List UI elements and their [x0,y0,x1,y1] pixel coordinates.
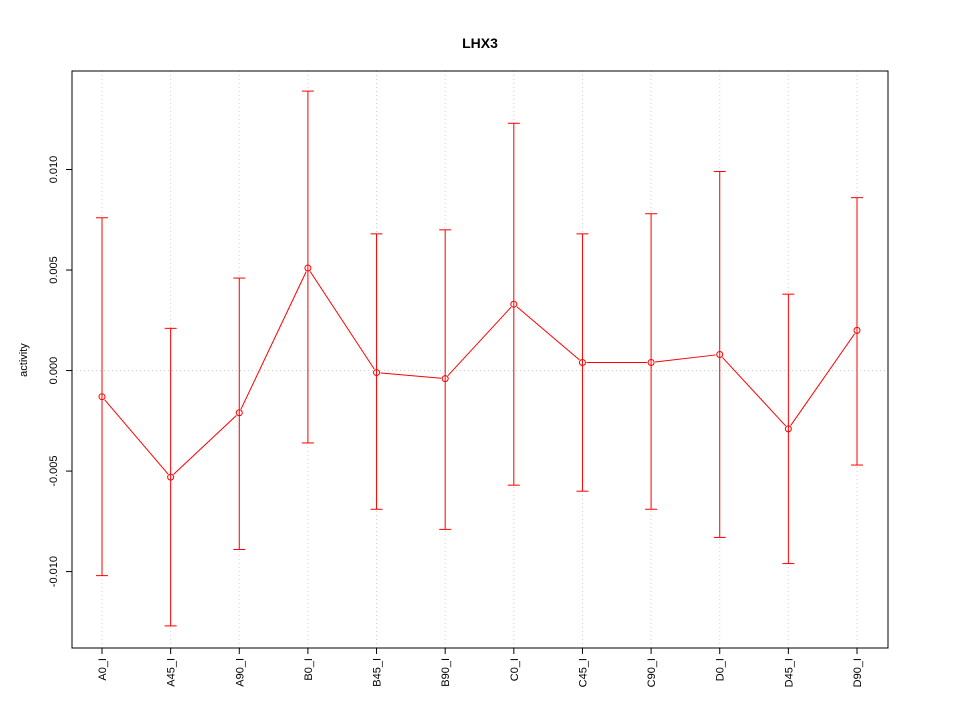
series-line-segment [240,271,307,410]
x-tick-label: D0_I [715,658,727,681]
series-line-segment [173,415,237,475]
x-tick-label: A45_I [166,658,178,687]
series-line-segment [380,372,442,379]
x-tick-label: C0_I [509,658,521,681]
data-point [647,359,655,367]
y-tick-label: -0.005 [48,455,60,486]
error-bar [164,327,177,627]
x-tick-label: C45_I [577,658,589,687]
data-point [441,375,449,383]
error-bar [370,233,383,510]
data-point [510,300,518,308]
series-line-segment [309,271,375,370]
series-line-segment [655,354,716,363]
y-tick-label: 0.000 [48,357,60,385]
data-point [853,326,861,334]
series-line-segment [516,306,580,361]
error-bar [851,197,863,466]
x-tick-label: B45_I [372,658,384,687]
data-point [235,409,243,417]
error-bar [576,233,589,492]
y-axis-label: activity [18,343,30,377]
series-line-segment [104,399,169,475]
error-bar [645,213,658,510]
x-tick-label: A0_I [97,658,109,681]
error-bar [782,293,795,565]
error-bar [96,217,108,577]
data-point [784,425,792,433]
series-line-segment [790,333,856,426]
x-tick-label: B90_I [440,658,452,687]
series-line-segment [722,357,787,427]
data-point [373,369,381,377]
error-bar [713,171,726,538]
series-layer [96,90,863,627]
x-tick-label: D45_I [783,658,795,687]
x-tick-label: A90_I [234,658,246,687]
y-axis: -0.010 -0.005 0.000 0.005 0.010 [48,156,72,587]
data-point [716,350,724,358]
error-bar [439,229,452,530]
error-bar [507,122,520,486]
chart-title: LHX3 [462,35,498,51]
data-point [167,473,175,481]
y-tick-label: -0.010 [48,556,60,587]
y-tick-label: 0.010 [48,156,60,184]
error-bar [233,277,246,550]
data-point [578,359,586,367]
y-tick-label: 0.005 [48,256,60,284]
x-tick-label: D90_I [852,658,864,687]
plot-frame [71,70,889,649]
data-point [98,393,106,401]
grid [72,71,888,648]
x-axis: A0_I A45_I A90_I B0_I B45_I B90_I C0_I C45_I C90… [97,648,864,687]
data-point [304,264,312,272]
series-line-segment [447,306,512,376]
error-bar [301,90,314,444]
x-tick-label: B0_I [303,658,315,681]
x-tick-label: C90_I [646,658,658,687]
